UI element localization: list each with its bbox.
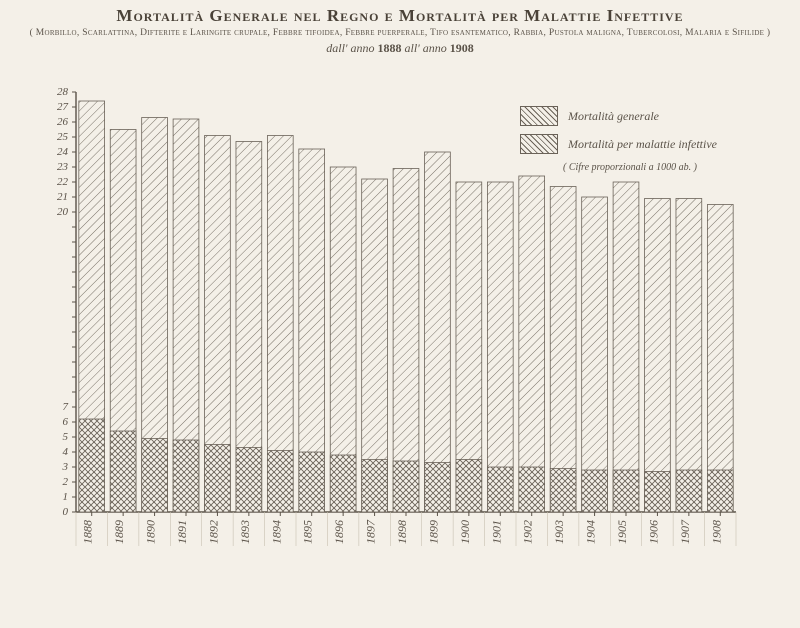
- x-label: 1904: [584, 520, 598, 544]
- svg-text:26: 26: [57, 116, 69, 128]
- svg-text:24: 24: [57, 146, 69, 158]
- dateline-mid: all' anno: [405, 41, 447, 55]
- bar-infective: [613, 470, 639, 512]
- svg-text:2: 2: [63, 476, 69, 488]
- x-label: 1908: [709, 520, 723, 544]
- bar-infective: [236, 448, 262, 513]
- dateline-prefix: dall' anno: [326, 41, 374, 55]
- x-label: 1889: [112, 520, 126, 544]
- x-label: 1905: [615, 520, 629, 544]
- bar-general: [425, 152, 451, 512]
- bar-infective: [645, 472, 671, 513]
- x-label: 1894: [269, 520, 283, 544]
- chart-dateline: dall' anno 1888 all' anno 1908: [0, 41, 800, 56]
- bar-infective: [299, 452, 325, 512]
- year-from: 1888: [378, 41, 402, 55]
- chart-svg: 0123456720212223242526272818881889189018…: [40, 82, 760, 582]
- bar-infective: [393, 461, 419, 512]
- bar-general: [582, 197, 608, 512]
- bar-general: [519, 176, 545, 512]
- bar-infective: [519, 467, 545, 512]
- bar-infective: [267, 451, 293, 513]
- svg-text:3: 3: [62, 461, 69, 473]
- svg-text:23: 23: [57, 161, 69, 173]
- x-label: 1899: [426, 520, 440, 544]
- svg-text:22: 22: [57, 176, 69, 188]
- svg-text:7: 7: [63, 401, 69, 413]
- bar-general: [676, 199, 702, 513]
- x-label: 1902: [521, 520, 535, 544]
- svg-text:28: 28: [57, 86, 69, 98]
- x-label: 1898: [395, 520, 409, 544]
- bar-general: [393, 169, 419, 513]
- year-to: 1908: [450, 41, 474, 55]
- chart-area: 0123456720212223242526272818881889189018…: [40, 82, 760, 582]
- bar-infective: [582, 470, 608, 512]
- chart-title: Mortalità Generale nel Regno e Mortalità…: [0, 6, 800, 26]
- x-label: 1891: [175, 520, 189, 544]
- bar-infective: [425, 463, 451, 513]
- svg-text:6: 6: [63, 416, 69, 428]
- svg-text:4: 4: [63, 446, 69, 458]
- x-label: 1896: [332, 520, 346, 544]
- bar-infective: [330, 455, 356, 512]
- bar-general: [645, 199, 671, 513]
- x-label: 1893: [238, 520, 252, 544]
- bar-infective: [456, 460, 482, 513]
- svg-text:25: 25: [57, 131, 69, 143]
- bar-infective: [487, 467, 513, 512]
- bar-general: [613, 182, 639, 512]
- bar-infective: [676, 470, 702, 512]
- bar-infective: [79, 419, 105, 512]
- x-label: 1906: [646, 520, 660, 544]
- svg-text:27: 27: [57, 101, 69, 113]
- svg-text:20: 20: [57, 206, 69, 218]
- svg-text:1: 1: [63, 491, 69, 503]
- bar-infective: [173, 440, 199, 512]
- bar-general: [550, 187, 576, 513]
- x-label: 1900: [458, 520, 472, 544]
- x-label: 1907: [678, 519, 692, 544]
- bar-general: [487, 182, 513, 512]
- x-label: 1895: [301, 520, 315, 544]
- bar-infective: [707, 470, 733, 512]
- svg-text:21: 21: [57, 191, 68, 203]
- bar-infective: [362, 460, 388, 513]
- x-label: 1897: [364, 519, 378, 544]
- chart-subtitle: ( Morbillo, Scarlattina, Difterite e Lar…: [0, 28, 800, 38]
- bar-infective: [142, 439, 168, 513]
- x-label: 1892: [206, 520, 220, 544]
- svg-text:0: 0: [63, 506, 69, 518]
- bar-infective: [110, 431, 136, 512]
- x-label: 1903: [552, 520, 566, 544]
- x-label: 1890: [144, 520, 158, 544]
- bar-infective: [550, 469, 576, 513]
- x-label: 1888: [81, 520, 95, 544]
- bar-general: [707, 205, 733, 513]
- x-label: 1901: [489, 520, 503, 544]
- bar-infective: [205, 445, 231, 513]
- svg-text:5: 5: [63, 431, 69, 443]
